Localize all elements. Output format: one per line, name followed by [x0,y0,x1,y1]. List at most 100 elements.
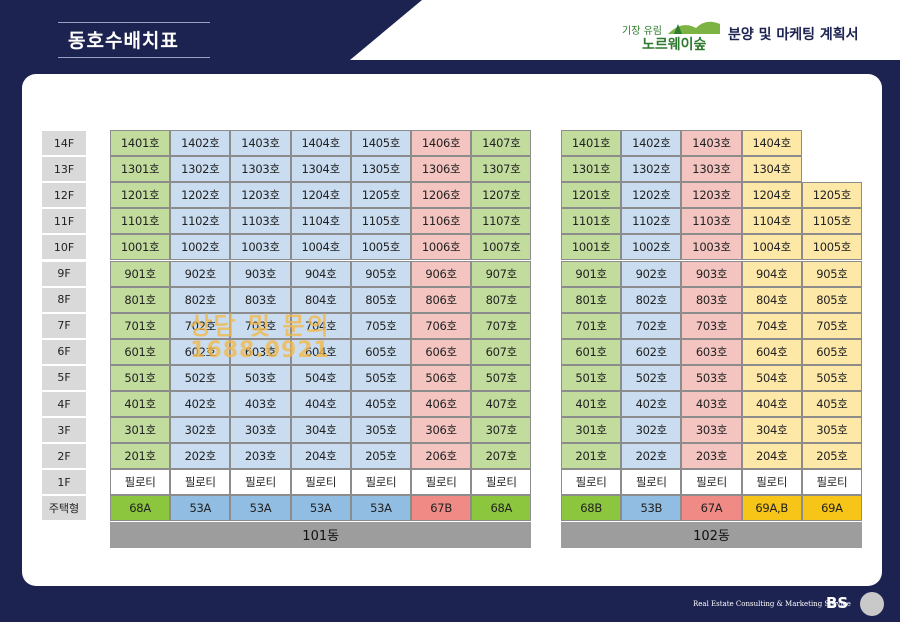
logo-big-text: 노르웨이숲 [642,37,707,53]
unit-cell: 903호 [230,260,291,287]
unit-cell: 607호 [471,338,532,365]
unit-cell: 804호 [741,286,802,313]
unit-cell: 203호 [681,443,742,470]
unit-cell: 605호 [350,338,411,365]
unit-cell: 1104호 [741,208,802,235]
unit-cell: 701호 [110,312,171,339]
footer-circle-icon [860,592,884,616]
unit-cell: 1204호 [290,182,351,209]
unit-cell: 1302호 [170,156,231,183]
unit-cell: 1307호 [471,156,532,183]
unit-cell: 402호 [621,391,682,418]
footer-tagline: Real Estate Consulting & Marketing Servi… [693,600,851,608]
unit-cell: 805호 [350,286,411,313]
floor-label: 9F [41,260,87,287]
unit-cell: 1306호 [411,156,472,183]
unit-cell: 902호 [170,260,231,287]
unit-cell: 902호 [621,260,682,287]
unit-cell: 1401호 [561,130,622,157]
unit-cell: 1402호 [621,130,682,157]
unit-cell: 1304호 [741,156,802,183]
piloti-cell: 필로티 [621,469,682,496]
unit-type-cell: 69A,B [741,495,802,522]
unit-cell: 505호 [801,364,862,391]
unit-cell: 604호 [290,338,351,365]
floor-label: 10F [41,234,87,261]
piloti-cell: 필로티 [290,469,351,496]
unit-cell: 202호 [170,443,231,470]
unit-cell: 204호 [741,443,802,470]
unit-cell: 603호 [230,338,291,365]
unit-cell: 205호 [350,443,411,470]
unit-type-cell: 68A [471,495,532,522]
unit-type-cell: 69A [801,495,862,522]
unit-cell: 805호 [801,286,862,313]
unit-cell: 1002호 [170,234,231,261]
unit-cell: 702호 [170,312,231,339]
unit-cell: 303호 [230,417,291,444]
unit-cell: 703호 [230,312,291,339]
unit-cell: 605호 [801,338,862,365]
unit-type-cell: 67A [681,495,742,522]
floor-label: 11F [41,208,87,235]
unit-cell: 304호 [290,417,351,444]
unit-cell: 1002호 [621,234,682,261]
unit-cell: 1404호 [741,130,802,157]
unit-cell: 302호 [170,417,231,444]
unit-cell: 1305호 [350,156,411,183]
unit-cell: 401호 [561,391,622,418]
unit-cell: 705호 [350,312,411,339]
unit-cell: 1202호 [170,182,231,209]
unit-cell: 1302호 [621,156,682,183]
unit-type-cell: 53B [621,495,682,522]
floor-label: 7F [41,312,87,339]
floor-label: 5F [41,364,87,391]
building-label: 101동 [110,521,532,548]
floor-label: 14F [41,130,87,157]
floor-label: 3F [41,417,87,444]
unit-cell: 306호 [411,417,472,444]
unit-cell: 802호 [170,286,231,313]
unit-cell: 305호 [350,417,411,444]
unit-cell: 602호 [621,338,682,365]
piloti-cell: 필로티 [411,469,472,496]
unit-cell: 905호 [350,260,411,287]
floor-label: 4F [41,391,87,418]
unit-cell: 807호 [471,286,532,313]
unit-cell: 507호 [471,364,532,391]
unit-cell: 406호 [411,391,472,418]
unit-cell: 901호 [561,260,622,287]
floor-label: 2F [41,443,87,470]
building-label: 102동 [561,521,862,548]
unit-cell: 603호 [681,338,742,365]
unit-cell: 201호 [561,443,622,470]
unit-cell: 502호 [170,364,231,391]
unit-cell: 1005호 [801,234,862,261]
unit-cell: 1102호 [170,208,231,235]
unit-cell: 201호 [110,443,171,470]
unit-cell: 1106호 [411,208,472,235]
unit-cell: 402호 [170,391,231,418]
unit-cell: 204호 [290,443,351,470]
unit-cell: 901호 [110,260,171,287]
unit-cell: 1203호 [230,182,291,209]
unit-cell: 1301호 [110,156,171,183]
page-title-frame: 동호수배치표 [58,22,210,58]
unit-cell: 404호 [290,391,351,418]
logo-small-text: 기장 유림 [622,26,662,37]
unit-cell: 1206호 [411,182,472,209]
unit-cell: 903호 [681,260,742,287]
unit-cell: 1402호 [170,130,231,157]
unit-cell: 1407호 [471,130,532,157]
unit-cell: 1001호 [110,234,171,261]
unit-cell: 302호 [621,417,682,444]
unit-cell: 1303호 [230,156,291,183]
unit-cell: 703호 [681,312,742,339]
unit-cell: 803호 [230,286,291,313]
unit-cell: 202호 [621,443,682,470]
piloti-cell: 필로티 [741,469,802,496]
unit-cell: 1001호 [561,234,622,261]
unit-cell: 705호 [801,312,862,339]
unit-cell: 206호 [411,443,472,470]
unit-cell: 1006호 [411,234,472,261]
